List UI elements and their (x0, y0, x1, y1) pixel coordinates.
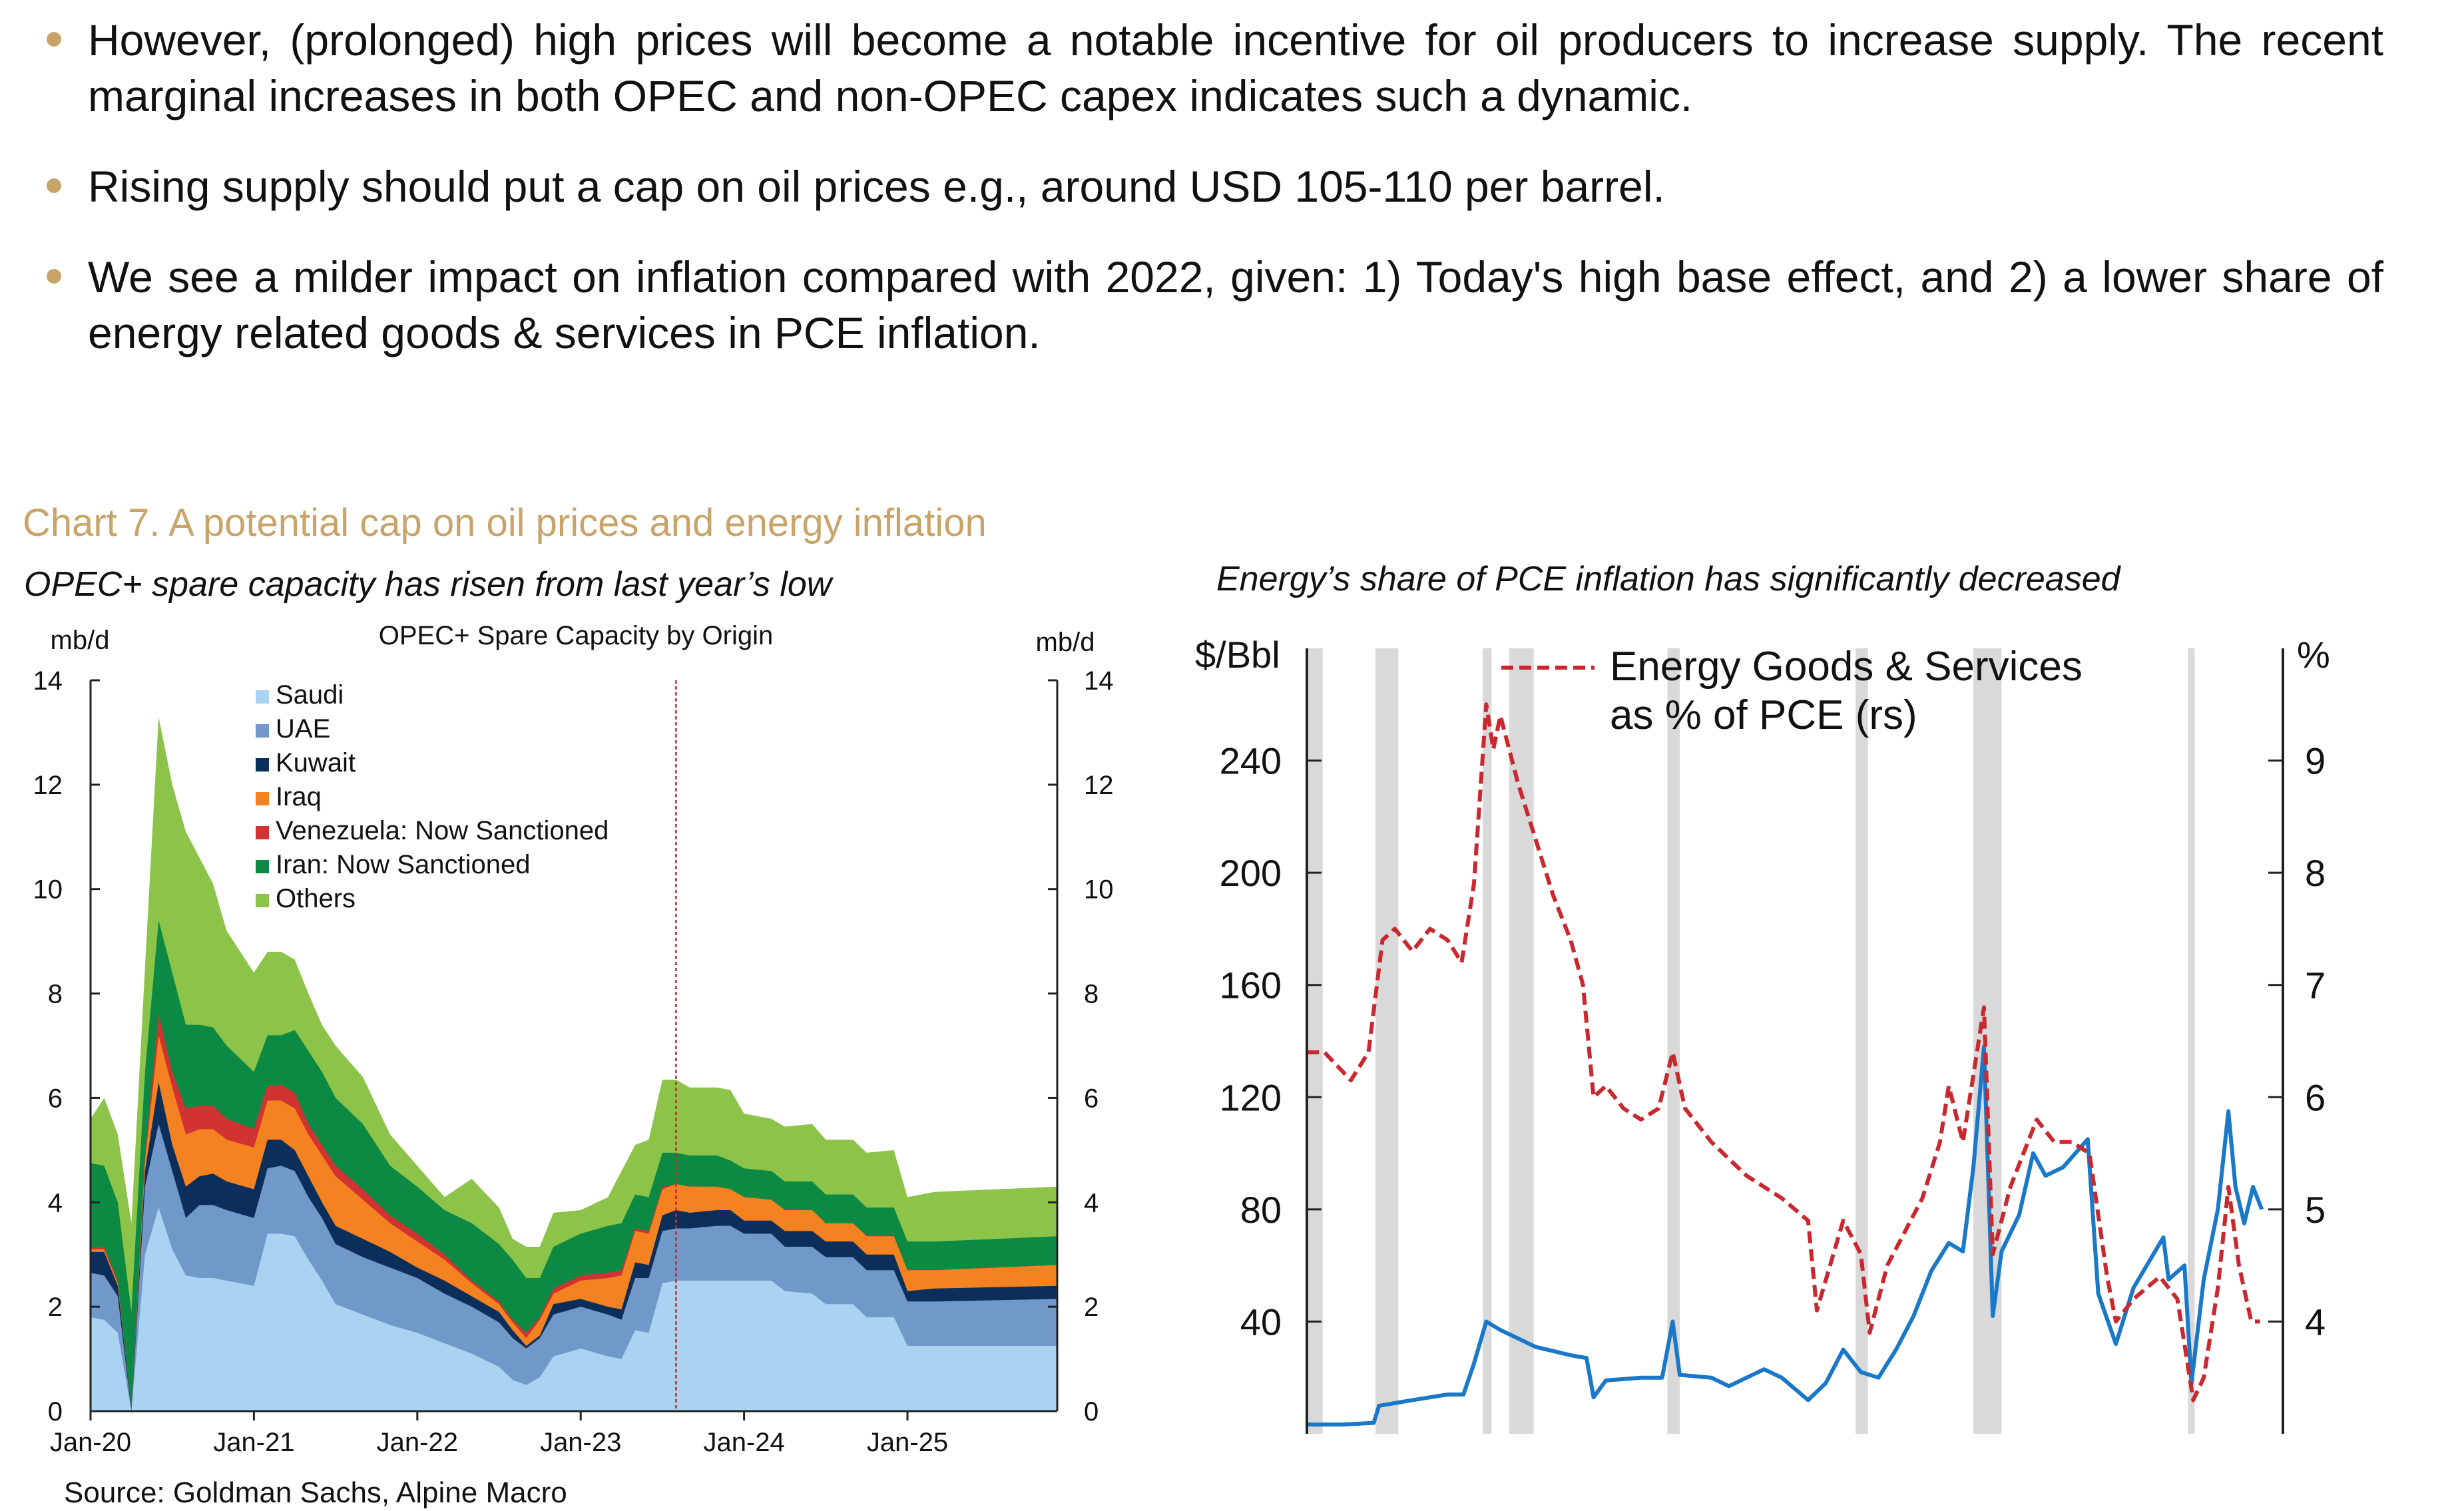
legend-label: Energy Goods & Services (1610, 644, 2083, 690)
bullet-text: However, (prolonged) high prices will be… (88, 15, 2383, 120)
legend-swatch (256, 690, 269, 704)
legend-swatch (256, 826, 269, 839)
y-tick-label-right: 12 (1084, 771, 1114, 800)
y-tick-label-right: 8 (2305, 852, 2326, 894)
bullet-text: Rising supply should put a cap on oil pr… (88, 162, 1665, 211)
y-tick-label-right: 9 (2305, 740, 2326, 782)
y-tick-label: 40 (1240, 1301, 1282, 1343)
bullet-list: However, (prolonged) high prices will be… (40, 12, 2383, 395)
bullet-dot-icon (47, 178, 61, 193)
legend-label: Saudi (276, 680, 344, 710)
y-tick-label-right: 4 (2305, 1301, 2326, 1343)
recession-bar (1509, 648, 1534, 1434)
left-chart-subtitle: OPEC+ spare capacity has risen from last… (24, 565, 832, 604)
chart-title: OPEC+ Spare Capacity by Origin (379, 621, 773, 650)
recession-bar (1483, 648, 1492, 1434)
legend-label: Others (276, 884, 356, 913)
x-tick-label: Jan-23 (540, 1428, 621, 1457)
oil-price-line (1307, 1044, 2264, 1427)
y-tick-label: 160 (1220, 965, 1282, 1006)
y-tick-label-right: 2 (1084, 1293, 1099, 1322)
bullet-dot-icon (47, 32, 61, 47)
y-tick-label: 4 (48, 1188, 63, 1217)
chart-heading: Chart 7. A potential cap on oil prices a… (23, 501, 987, 544)
legend-label: UAE (276, 714, 330, 744)
legend-swatch (256, 792, 269, 805)
legend-label: Kuwait (276, 748, 356, 777)
right-chart-subtitle: Energy’s share of PCE inflation has sign… (1216, 560, 2120, 598)
y-tick-label-right: 6 (2305, 1076, 2326, 1118)
right-axis-unit: % (2297, 634, 2330, 676)
x-tick-label: Jan-24 (703, 1428, 784, 1457)
legend-label: as % of PCE (rs) (1610, 692, 1917, 738)
y-tick-label: 12 (33, 771, 63, 800)
legend-swatch (256, 724, 269, 738)
legend-label: Iran: Now Sanctioned (276, 850, 530, 879)
source-note: Source: Goldman Sachs, Alpine Macro (64, 1476, 567, 1509)
recession-bar (1375, 648, 1399, 1434)
energy-share-line (1307, 702, 2260, 1403)
recession-bar (1855, 648, 1868, 1434)
y-tick-label-right: 8 (1084, 980, 1099, 1009)
y-tick-label: 80 (1240, 1189, 1282, 1231)
y-tick-label-right: 10 (1084, 875, 1114, 905)
legend-swatch (256, 894, 269, 907)
y-tick-label-right: 5 (2305, 1189, 2326, 1231)
y-tick-label: 200 (1220, 852, 1282, 894)
y-tick-label-right: 4 (1084, 1188, 1099, 1217)
y-tick-label: 240 (1220, 740, 1282, 782)
recession-bar (1973, 648, 2002, 1434)
y-tick-label: 6 (48, 1084, 63, 1113)
opec-spare-capacity-chart: 0 0 2 2 4 4 6 6 8 8 10 10 12 12 14 14 Jan-20 Jan-21 Jan-22… (33, 621, 1114, 1457)
recession-bar (2188, 648, 2195, 1434)
y-tick-label: 8 (48, 980, 63, 1009)
x-tick-label: Jan-21 (213, 1428, 294, 1457)
y-tick-label-right: 0 (1084, 1397, 1099, 1426)
bullet-item: We see a milder impact on inflation comp… (40, 249, 2383, 361)
bullet-text: We see a milder impact on inflation comp… (88, 252, 2383, 357)
x-tick-label: Jan-22 (377, 1428, 458, 1457)
bullet-dot-icon (47, 269, 61, 284)
y-tick-label-right: 7 (2305, 965, 2326, 1006)
y-tick-label: 2 (48, 1293, 63, 1322)
x-tick-label: Jan-25 (867, 1428, 948, 1457)
bullet-item: However, (prolonged) high prices will be… (40, 12, 2383, 124)
legend-swatch (256, 860, 269, 873)
legend-swatch (256, 758, 269, 771)
left-axis-unit: mb/d (51, 626, 110, 655)
y-tick-label: 14 (33, 666, 63, 696)
y-tick-label: 120 (1220, 1076, 1282, 1118)
x-tick-label: Jan-20 (50, 1428, 131, 1457)
recession-bar (1307, 648, 1323, 1434)
legend-label: Venezuela: Now Sanctioned (276, 816, 609, 845)
legend-label: Iraq (276, 782, 322, 811)
right-axis-unit: mb/d (1036, 628, 1095, 657)
recession-bar (1667, 648, 1680, 1434)
y-tick-label-right: 6 (1084, 1084, 1099, 1113)
area-saudi (91, 1207, 1057, 1411)
y-tick-label: 0 (48, 1397, 63, 1426)
y-tick-label-right: 14 (1084, 666, 1114, 696)
y-tick-label: 10 (33, 875, 63, 905)
left-axis-unit: $/Bbl (1195, 634, 1280, 676)
bullet-item: Rising supply should put a cap on oil pr… (40, 158, 2383, 214)
